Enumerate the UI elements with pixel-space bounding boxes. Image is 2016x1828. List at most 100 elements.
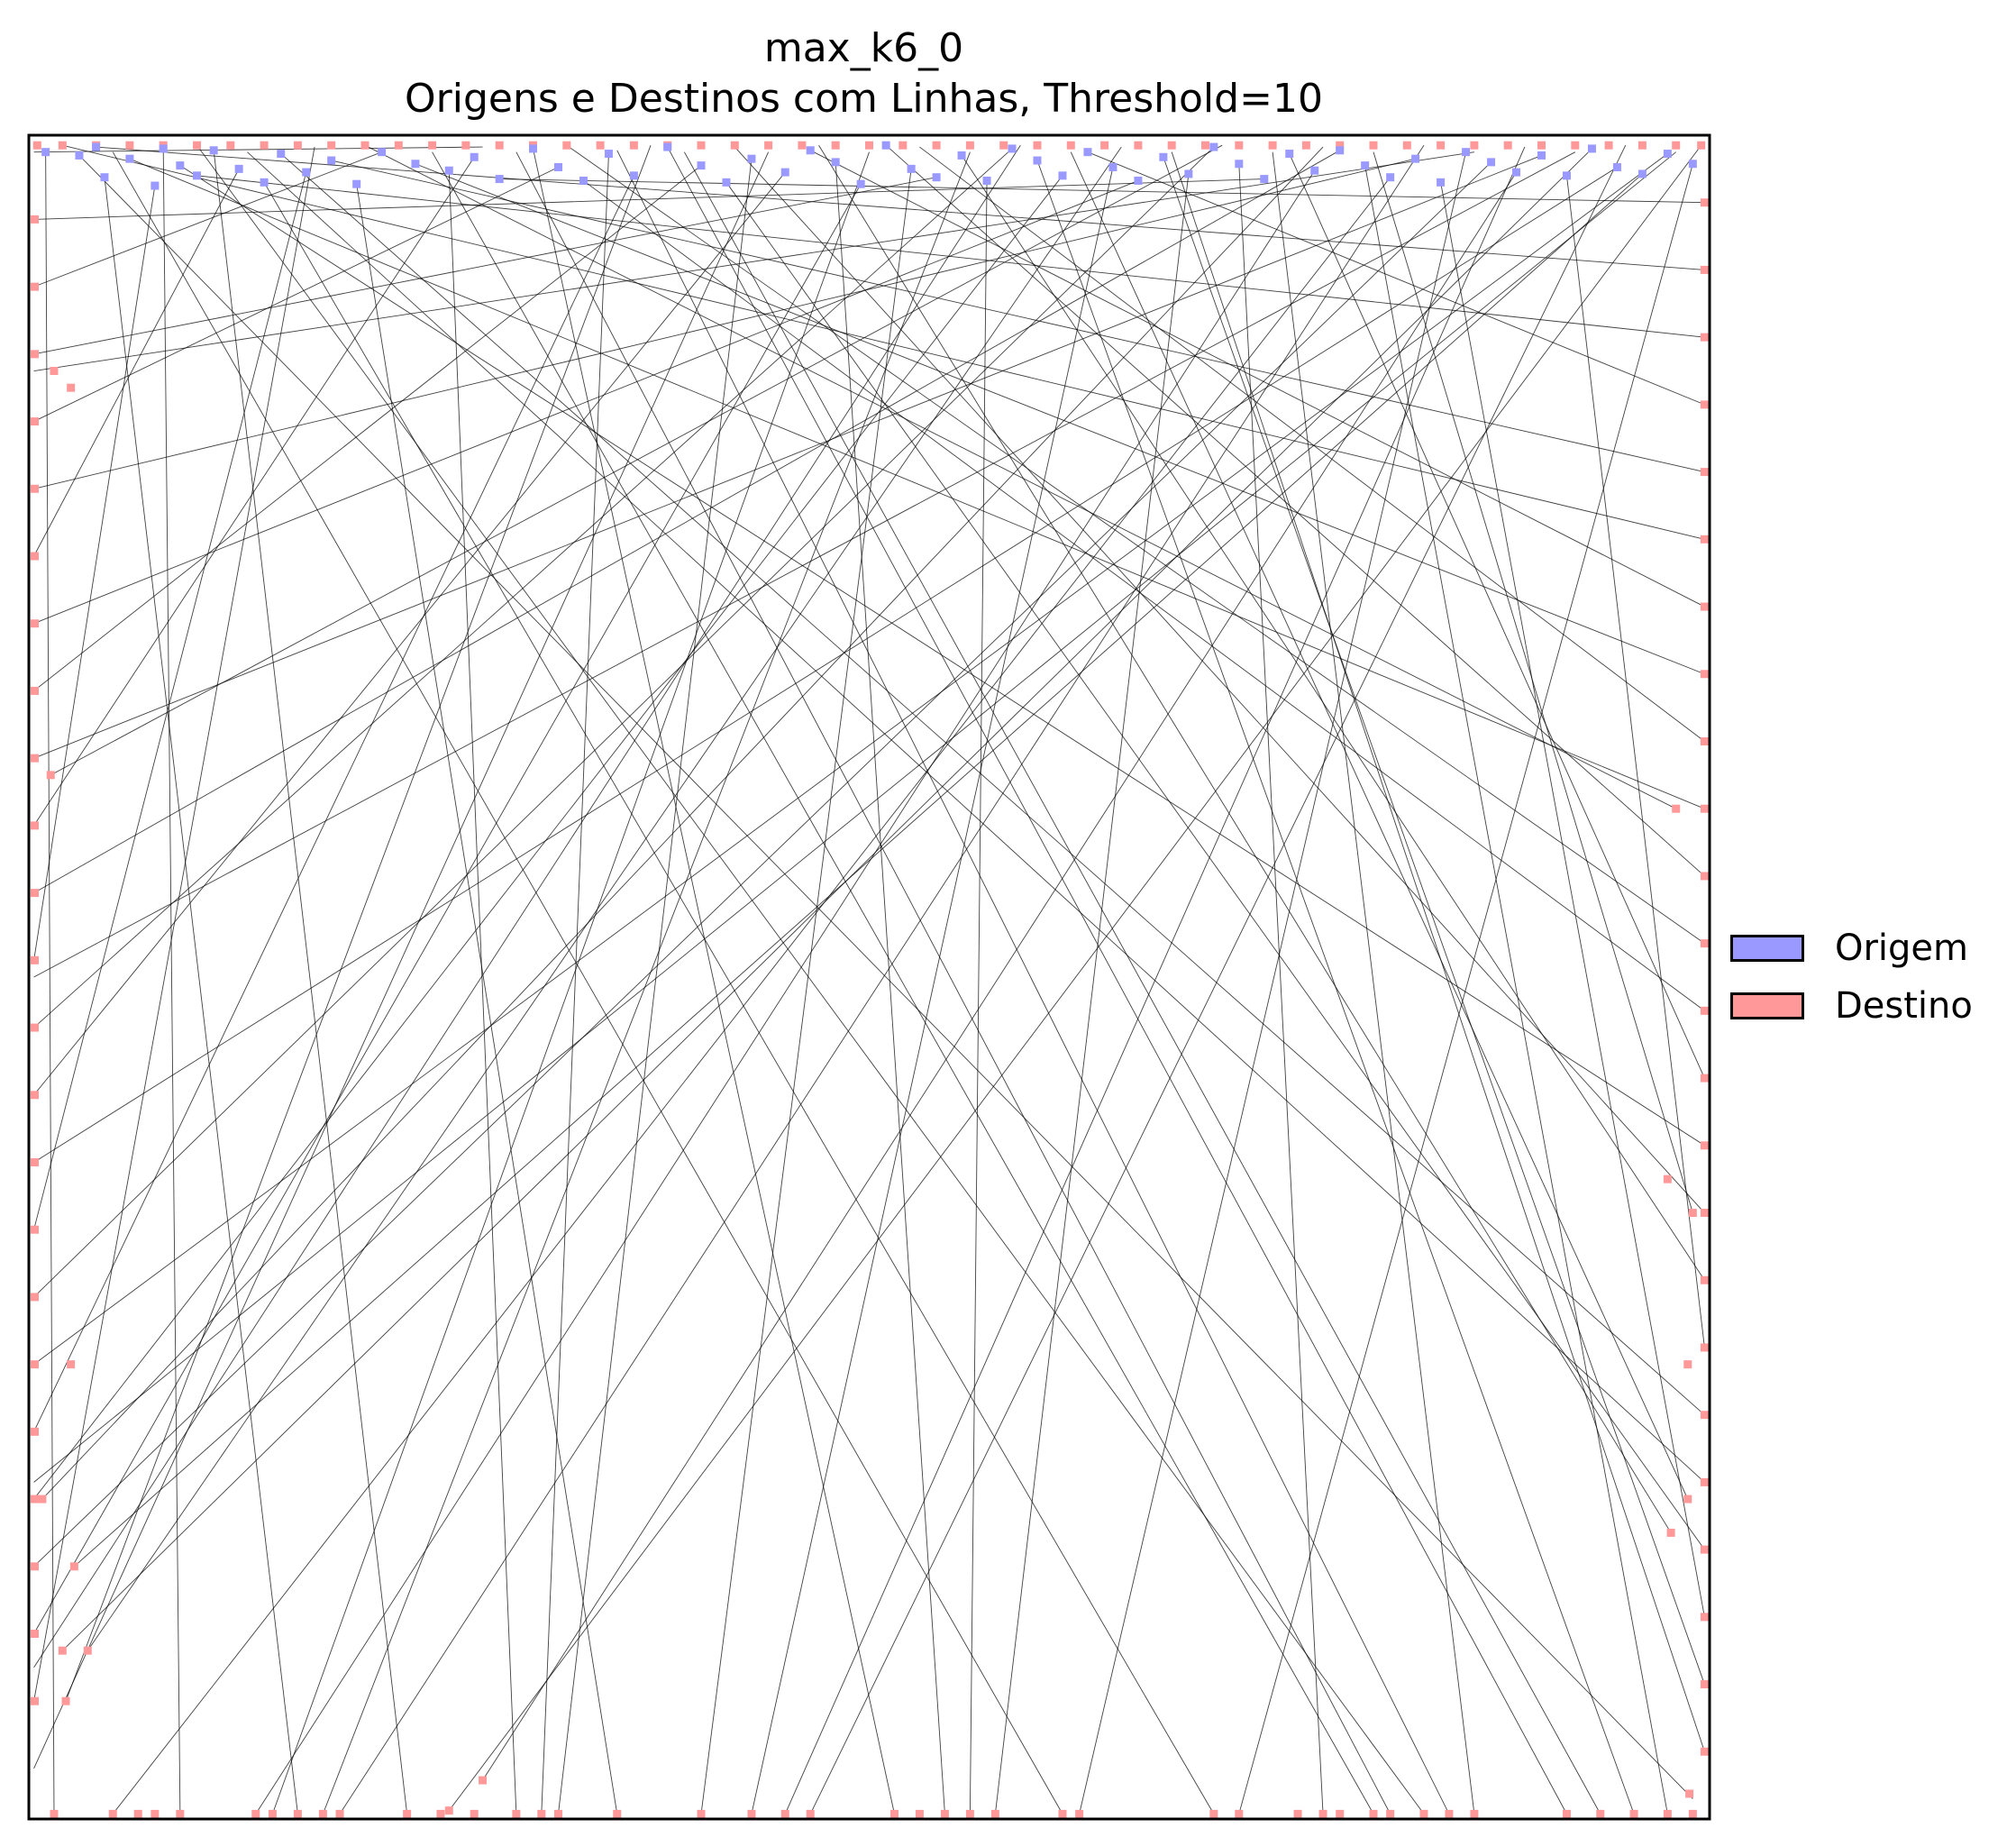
origem-marker <box>1285 150 1294 159</box>
origem-marker <box>907 164 916 173</box>
destino-marker <box>31 417 39 426</box>
od-line <box>213 150 408 1814</box>
od-line <box>33 177 937 355</box>
od-line <box>45 151 55 1814</box>
origem-marker <box>1462 148 1471 157</box>
origem-marker <box>932 173 941 182</box>
destino-marker <box>1066 141 1075 150</box>
origem-marker <box>604 150 613 159</box>
od-line <box>61 148 1592 1651</box>
destino-marker <box>268 1809 277 1818</box>
destino-marker <box>31 1360 39 1369</box>
destino-marker <box>1700 1411 1709 1420</box>
od-line <box>196 175 1705 338</box>
destino-marker <box>50 367 59 376</box>
destino-marker <box>31 1293 39 1302</box>
od-line <box>1364 165 1668 1814</box>
origem-marker <box>277 150 286 159</box>
od-line <box>499 178 1705 204</box>
od-line <box>1238 163 1324 1814</box>
od-line <box>919 146 1705 742</box>
destino-marker <box>327 141 336 150</box>
destino-marker <box>1700 1613 1709 1622</box>
destino-marker <box>1685 1789 1694 1798</box>
destino-marker <box>293 1809 302 1818</box>
destino-marker <box>1683 1360 1692 1369</box>
origem-marker <box>1336 146 1345 155</box>
destino-marker <box>1386 1809 1395 1818</box>
destino-marker <box>31 686 39 695</box>
destino-marker <box>31 1157 39 1166</box>
od-line <box>33 175 634 1432</box>
destino-marker <box>31 1091 39 1100</box>
destino-marker <box>629 141 638 150</box>
origem-marker <box>1235 160 1244 169</box>
destino-marker <box>1209 1809 1218 1818</box>
destino-marker <box>31 1630 39 1639</box>
destino-marker <box>108 1809 117 1818</box>
od-line <box>1373 151 1693 1213</box>
origem-marker <box>193 171 201 180</box>
destino-marker <box>1700 1343 1709 1352</box>
origem-marker <box>1537 151 1546 160</box>
destino-marker <box>553 1809 562 1818</box>
origem-marker <box>1688 160 1697 169</box>
origem-marker <box>327 156 336 165</box>
destino-marker <box>1419 1809 1428 1818</box>
destino-marker <box>537 1809 546 1818</box>
destino-marker <box>58 141 67 150</box>
destino-marker <box>151 1809 160 1818</box>
origem-marker <box>1058 171 1067 180</box>
origem-marker <box>1083 148 1092 157</box>
destino-marker <box>915 1809 924 1818</box>
destino-marker <box>1235 1809 1244 1818</box>
destino-marker <box>1445 1809 1454 1818</box>
destino-marker <box>394 141 403 150</box>
destino-marker <box>1697 141 1706 150</box>
legend-item-destino: Destino <box>1730 977 1973 1035</box>
destino-marker <box>1700 804 1709 813</box>
od-line <box>112 151 1063 1814</box>
destino-marker <box>1700 602 1709 611</box>
destino-marker <box>1369 1809 1378 1818</box>
origem-marker <box>495 175 504 184</box>
origem-marker <box>302 168 311 177</box>
od-line <box>448 144 1702 1811</box>
destino-marker <box>1058 1809 1067 1818</box>
od-line <box>818 144 1672 1533</box>
destino-marker <box>436 1809 445 1818</box>
destino-marker <box>1033 141 1042 150</box>
origem-marker <box>982 176 991 185</box>
destino-marker <box>1700 670 1709 679</box>
destino-marker <box>865 141 873 150</box>
destino-marker <box>293 141 302 150</box>
origem-marker <box>1562 171 1571 180</box>
origem-marker <box>1260 175 1269 184</box>
od-line <box>1163 157 1705 1685</box>
destino-marker <box>697 141 706 150</box>
destino-marker <box>1604 141 1613 150</box>
origem-marker <box>1361 161 1370 170</box>
destino-marker <box>31 215 39 224</box>
destino-marker <box>1672 804 1681 813</box>
destino-marker <box>999 141 1008 150</box>
destino-marker <box>730 141 739 150</box>
destino-marker <box>1700 872 1709 881</box>
legend-label-destino: Destino <box>1835 985 1973 1027</box>
destino-marker <box>806 1809 815 1818</box>
origem-marker <box>1487 158 1496 167</box>
od-line <box>162 148 181 1814</box>
od-line <box>33 146 315 1702</box>
od-line <box>247 151 1705 1483</box>
destino-marker <box>780 1809 789 1818</box>
origem-marker <box>176 161 185 170</box>
destino-marker <box>1700 1275 1709 1284</box>
destino-marker <box>1201 141 1209 150</box>
origem-marker <box>663 142 672 151</box>
destino-marker <box>31 484 39 493</box>
destino-marker <box>512 1809 521 1818</box>
destino-marker <box>1537 141 1546 150</box>
destino-marker <box>1688 1209 1697 1218</box>
od-line <box>616 150 1450 1814</box>
destino-marker <box>444 1806 453 1815</box>
